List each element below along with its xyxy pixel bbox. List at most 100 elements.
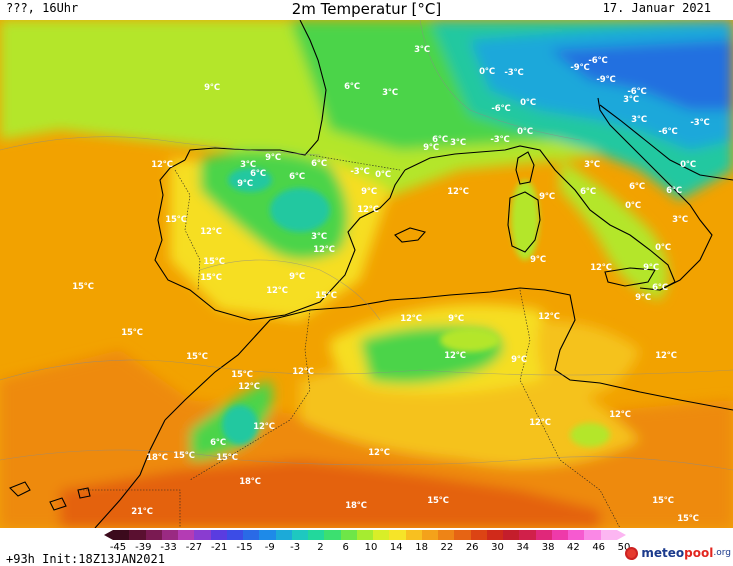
colorbar-segment: [194, 530, 211, 540]
border-spain-portugal: [174, 169, 201, 291]
coast-atlantic-morocco: [94, 419, 166, 528]
colorbar-tick-label: -9: [264, 542, 275, 553]
temperature-label: 12°C: [590, 263, 612, 273]
colorbar-tick-label: -15: [236, 542, 253, 553]
temperature-label: 15°C: [315, 291, 337, 301]
temperature-label: 6°C: [652, 283, 668, 293]
temperature-label: 0°C: [479, 67, 495, 77]
map-footer: -45 -39 -33 -27 -21 -15 -9 -3 2 6 10 14 18 22 26 30 34 38…: [0, 528, 733, 566]
coast-adriatic-east: [599, 104, 733, 181]
zone-mild-tunisia: [537, 320, 640, 400]
temperature-label: 0°C: [517, 127, 533, 137]
temperature-label: 3°C: [382, 88, 398, 98]
logo-text-accent: pool: [684, 546, 714, 560]
colorbar-segment: [503, 530, 520, 540]
temperature-label: 9°C: [204, 83, 220, 93]
temperature-label: 0°C: [375, 170, 391, 180]
colorbar-segment: [161, 530, 178, 540]
temperature-label: 12°C: [538, 312, 560, 322]
temperature-label: 6°C: [629, 182, 645, 192]
temperature-label: 9°C: [643, 263, 659, 273]
contour-c: [0, 449, 733, 471]
logo-text-tld: .org: [713, 548, 731, 558]
patch-lime-tunisia: [570, 423, 610, 447]
temperature-label: 12°C: [444, 351, 466, 361]
temperature-label: 15°C: [173, 451, 195, 461]
forecast-time-label: ???, 16Uhr: [6, 1, 79, 15]
colorbar-tick-label: 14: [389, 542, 403, 553]
colorbar-tick-label: 46: [592, 542, 606, 553]
border-algeria-tunisia: [519, 289, 541, 421]
temperature-label: 12°C: [266, 286, 288, 296]
fine-temperature-patches: [222, 168, 610, 447]
colorbar-segment: [405, 530, 422, 540]
colorbar-segment: [421, 530, 438, 540]
temperature-label: -9°C: [570, 63, 590, 73]
temperature-label: 9°C: [265, 153, 281, 163]
colorbar-tick-label: 2: [317, 542, 324, 553]
temperature-label: -6°C: [491, 104, 511, 114]
zone-blue-balkans: [550, 40, 733, 110]
colorbar-segment: [470, 530, 487, 540]
temperature-label: 15°C: [121, 328, 143, 338]
temperature-label: 9°C: [289, 272, 305, 282]
temperature-label: 9°C: [539, 192, 555, 202]
colorbar-segment: [178, 530, 195, 540]
temperature-label: 0°C: [625, 201, 641, 211]
patch-teal-north-spain: [228, 168, 272, 192]
colorbar-tick-label: 6: [342, 542, 349, 553]
colorbar-segment: [210, 530, 227, 540]
temperature-label: 6°C: [432, 135, 448, 145]
temperature-label: -6°C: [627, 87, 647, 97]
temperature-label: 12°C: [253, 422, 275, 432]
colorbar-tick-label: 38: [541, 542, 555, 553]
colorbar-tick-label: 10: [364, 542, 378, 553]
temperature-label: 12°C: [238, 382, 260, 392]
coast-france-atlantic: [184, 20, 327, 161]
temperature-label: 12°C: [357, 205, 379, 215]
temperature-zones: [0, 20, 733, 528]
colorbar-segment: [519, 530, 536, 540]
colorbar-tick-label: 42: [567, 542, 580, 553]
temperature-label: 15°C: [186, 352, 208, 362]
colorbar: [104, 530, 626, 540]
colorbar-tick-label: -27: [185, 542, 203, 553]
temperature-label: 3°C: [623, 95, 639, 105]
temperature-label: 12°C: [368, 448, 390, 458]
colorbar-tick-label: -33: [160, 542, 177, 553]
map-header: ???, 16Uhr 2m Temperatur [°C] 17. Januar…: [0, 0, 733, 20]
temperature-label: 3°C: [631, 115, 647, 125]
temperature-label: -3°C: [504, 68, 524, 78]
temperature-label: 0°C: [680, 160, 696, 170]
coast-sardinia: [507, 191, 541, 253]
temperature-label: 21°C: [131, 507, 153, 517]
temperature-label: 6°C: [344, 82, 360, 92]
contour-a: [0, 136, 321, 156]
temperature-label: 12°C: [655, 351, 677, 361]
colorbar-segment: [291, 530, 308, 540]
temperature-label: 0°C: [655, 243, 671, 253]
colorbar-segment: [486, 530, 503, 540]
colorbar-segment: [373, 530, 390, 540]
temperature-label: 15°C: [677, 514, 699, 524]
temperature-label: 6°C: [311, 159, 327, 169]
meteopool-logo[interactable]: meteo pool .org: [625, 546, 731, 560]
colorbar-segment: [600, 530, 617, 540]
coast-north-africa: [164, 287, 733, 421]
colorbar-tick-label: -3: [290, 542, 301, 553]
contour-e: [419, 20, 581, 141]
temperature-label: 12°C: [609, 410, 631, 420]
colorbar-segment: [438, 530, 455, 540]
temperature-label: 0°C: [520, 98, 536, 108]
coast-canary-islands: [9, 481, 91, 511]
colorbar-tick-label: -45: [109, 542, 127, 553]
temperature-label: -3°C: [350, 167, 370, 177]
coast-sicily: [604, 267, 656, 287]
temperature-label: 18°C: [345, 501, 367, 511]
temperature-label: 3°C: [414, 45, 430, 55]
colorbar-segment: [243, 530, 260, 540]
logo-icon: [625, 546, 639, 560]
temperature-label: 15°C: [200, 273, 222, 283]
temperature-label: 12°C: [447, 187, 469, 197]
colorbar-segment: [226, 530, 243, 540]
